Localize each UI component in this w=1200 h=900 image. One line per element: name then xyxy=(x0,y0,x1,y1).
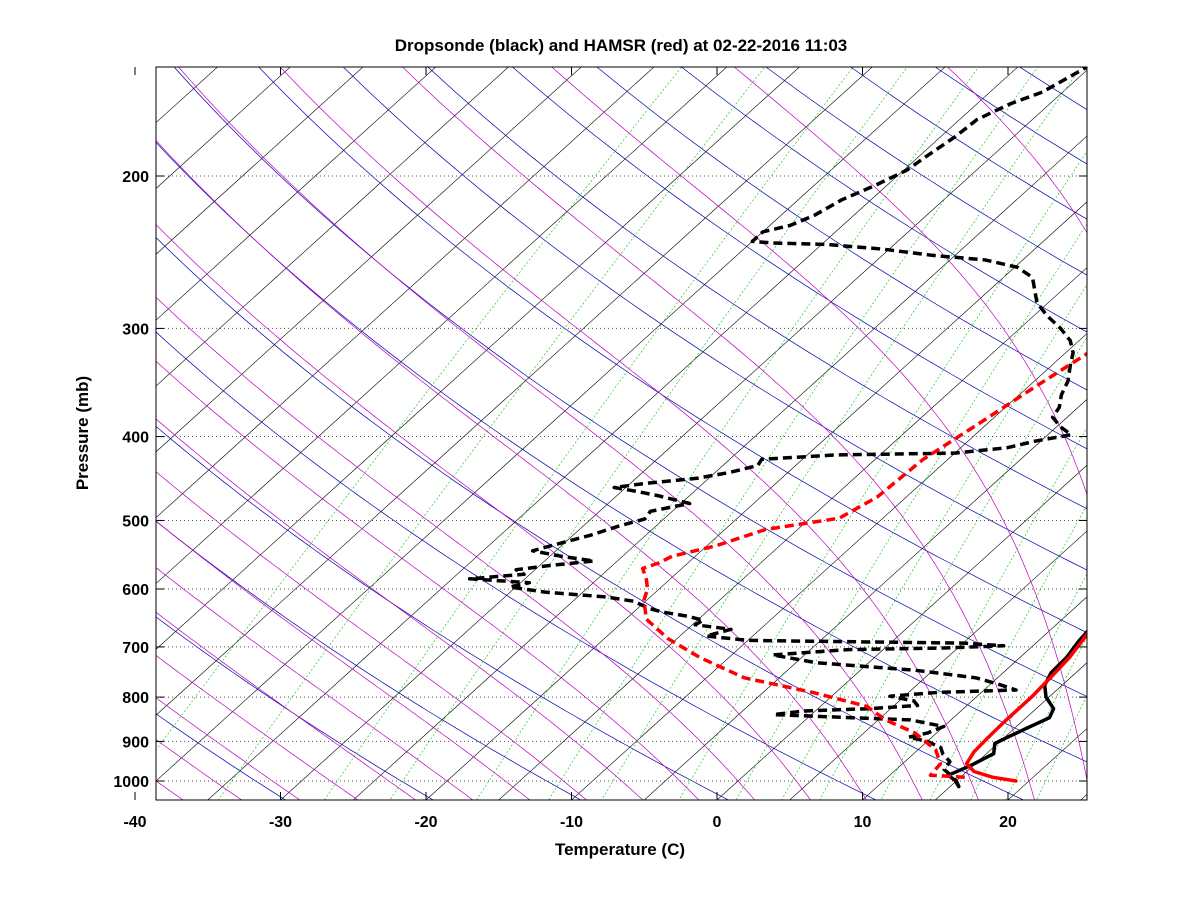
x-tick-label: -10 xyxy=(560,814,583,831)
y-tick-label: 800 xyxy=(122,690,149,707)
isotherm-line xyxy=(862,596,1087,800)
x-tick-label: 0 xyxy=(713,814,722,831)
isotherm-line xyxy=(934,662,1087,800)
sounding-profiles xyxy=(467,67,1087,789)
moist-adiabat-line xyxy=(401,67,1035,800)
mixing-ratio-line xyxy=(781,283,1087,800)
moist-adiabat-line xyxy=(156,567,474,800)
x-axis-label: Temperature (C) xyxy=(555,840,685,859)
isotherm-line xyxy=(425,201,1087,800)
dry-adiabat-line xyxy=(596,67,1087,391)
plot-frame xyxy=(155,66,1088,801)
mixing-ratio-line xyxy=(476,67,979,800)
y-tick-label: 400 xyxy=(122,430,149,447)
isotherm-line xyxy=(156,67,437,321)
moist-adiabat-line xyxy=(156,471,588,800)
moist-adiabat-line xyxy=(156,139,867,800)
hamsr-temperature-line xyxy=(964,630,1087,783)
isotherm-line xyxy=(156,67,873,716)
isotherm-line xyxy=(156,67,728,584)
x-axis: -40 -30 -20 -10 0 10 20 xyxy=(123,67,1017,831)
dry-adiabat-line xyxy=(156,616,434,800)
dry-adiabat-line xyxy=(156,713,287,800)
moist-adiabat-line xyxy=(733,67,1087,496)
mixing-ratio-line xyxy=(735,223,1087,800)
x-tick-label: 10 xyxy=(854,814,872,831)
isotherm-line xyxy=(156,67,946,782)
isotherm-line xyxy=(156,67,655,519)
x-tick-label: -20 xyxy=(414,814,437,831)
mixing-ratio-line xyxy=(1036,694,1087,800)
dry-adiabat-line xyxy=(680,67,1087,333)
y-tick-label: 500 xyxy=(122,513,149,530)
y-axis-label: Pressure (mb) xyxy=(73,376,92,490)
dry-adiabat-line xyxy=(173,67,1087,697)
moist-adiabat-line xyxy=(156,418,644,800)
isotherm-line xyxy=(716,464,1087,800)
isotherm-line xyxy=(207,67,1019,800)
x-tick-label: 20 xyxy=(999,814,1017,831)
mixing-ratio-line xyxy=(324,67,854,800)
dry-adiabat-line xyxy=(156,425,730,800)
thermodynamic-background-lines xyxy=(156,67,1087,800)
isotherm-line xyxy=(156,67,509,387)
moist-adiabat-line xyxy=(156,697,301,800)
mixing-ratio-line xyxy=(389,67,908,800)
x-tick-label: -40 xyxy=(123,814,146,831)
isotherm-line xyxy=(156,67,364,255)
mixing-ratio-line xyxy=(217,67,766,800)
moist-adiabat-line xyxy=(156,520,531,800)
mixing-ratio-line xyxy=(970,573,1087,800)
isotherm-line xyxy=(156,67,800,650)
dry-adiabat-line xyxy=(511,67,1087,450)
dry-adiabat-line xyxy=(156,331,877,800)
y-tick-label: 700 xyxy=(122,640,149,657)
dropsonde-dewpoint-line xyxy=(467,67,1087,788)
mixing-ratio-line xyxy=(548,67,1039,800)
dropsonde-temperature-line xyxy=(946,629,1087,789)
moist-adiabat-line xyxy=(551,67,1087,782)
y-tick-label: 200 xyxy=(122,169,149,186)
dry-adiabat-line xyxy=(156,520,582,800)
y-tick-label: 1000 xyxy=(113,774,149,791)
dry-adiabat-line xyxy=(156,141,1087,763)
isotherm-line xyxy=(156,67,582,453)
isotherm-line xyxy=(352,135,1087,800)
dry-adiabat-line xyxy=(342,67,1087,571)
moist-adiabat-line xyxy=(156,739,243,800)
isotherm-line xyxy=(280,69,1087,800)
y-tick-label: 900 xyxy=(122,734,149,751)
y-tick-label: 300 xyxy=(122,321,149,338)
x-tick-label: -30 xyxy=(269,814,292,831)
mixing-ratio-line xyxy=(601,67,1082,800)
isotherm-line xyxy=(643,398,1087,800)
moist-adiabat-line xyxy=(178,67,923,800)
moist-adiabat-line xyxy=(156,655,359,800)
moist-adiabat-line xyxy=(156,611,417,800)
mixing-ratio-line xyxy=(819,336,1087,800)
dry-adiabat-line xyxy=(427,67,1087,510)
y-axis: 200 300 400 500 600 700 800 900 1000 xyxy=(113,169,1087,791)
moist-adiabat-line xyxy=(156,360,700,800)
isotherm-line xyxy=(156,67,291,189)
y-tick-label: 600 xyxy=(122,582,149,599)
moist-adiabat-line xyxy=(279,67,979,800)
moist-adiabat-line xyxy=(156,224,812,800)
chart-title: Dropsonde (black) and HAMSR (red) at 02-… xyxy=(395,36,848,55)
dry-adiabat-line xyxy=(258,67,1087,633)
